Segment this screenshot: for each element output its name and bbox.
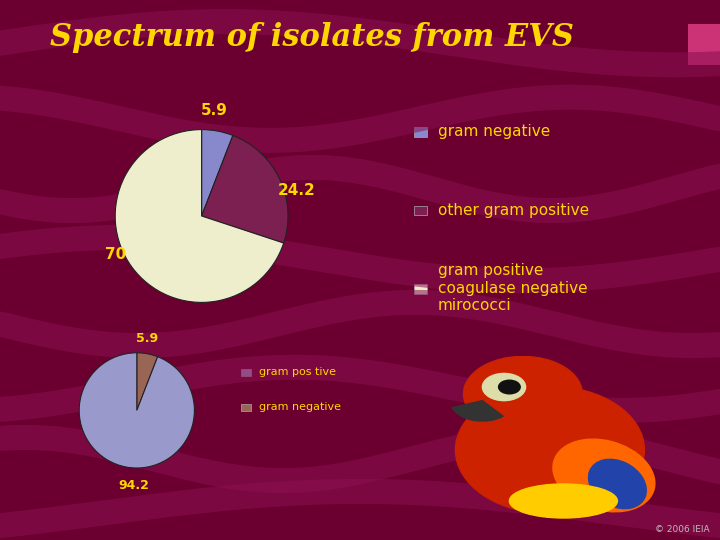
Bar [688,24,720,65]
Bar [414,127,427,137]
Wedge shape [452,401,503,421]
Wedge shape [202,130,233,216]
Bar [241,369,251,376]
Bar [414,206,427,215]
Text: 24.2: 24.2 [278,183,315,198]
Text: other gram positive: other gram positive [438,202,589,218]
Text: Spectrum of isolates from EVS: Spectrum of isolates from EVS [50,22,575,52]
Wedge shape [79,353,194,468]
Bar [241,404,251,411]
Text: © 2006 IEIA: © 2006 IEIA [654,524,709,534]
Circle shape [482,374,526,401]
Wedge shape [137,353,158,410]
Wedge shape [115,130,284,302]
Text: 5.9: 5.9 [136,332,158,345]
Wedge shape [202,136,288,243]
Ellipse shape [510,484,618,518]
Text: 5.9: 5.9 [201,103,228,118]
Text: 94.2: 94.2 [119,479,149,492]
Ellipse shape [553,439,655,512]
Text: gram negative: gram negative [259,402,341,412]
Text: gram positive
coagulase negative
mirococci: gram positive coagulase negative mirococ… [438,264,588,313]
Ellipse shape [588,460,647,509]
Text: gram pos tive: gram pos tive [259,367,336,377]
Text: 70: 70 [104,247,126,262]
Bar [414,284,427,294]
Text: gram negative: gram negative [438,124,550,139]
Ellipse shape [455,386,644,514]
Circle shape [464,356,582,431]
Circle shape [498,380,520,394]
